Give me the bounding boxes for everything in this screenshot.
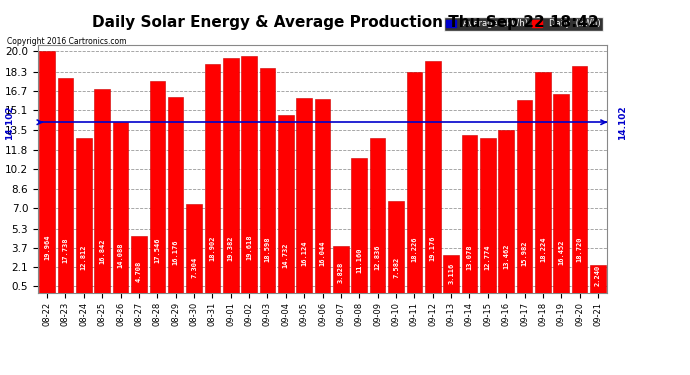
Text: 16.044: 16.044 (319, 240, 326, 266)
Text: 3.828: 3.828 (338, 262, 344, 284)
Bar (131, 236, 147, 292)
Bar (205, 64, 220, 292)
Bar (150, 81, 165, 292)
Text: 18.598: 18.598 (264, 236, 270, 262)
Text: Copyright 2016 Cartronics.com: Copyright 2016 Cartronics.com (7, 38, 126, 46)
Text: 14.102: 14.102 (6, 105, 14, 140)
Bar (462, 135, 477, 292)
Bar (278, 115, 294, 292)
Text: 13.462: 13.462 (503, 244, 509, 269)
Text: 16.124: 16.124 (302, 240, 307, 266)
Bar (443, 255, 459, 292)
Bar (223, 58, 239, 292)
Text: 19.964: 19.964 (44, 234, 50, 260)
Text: 19.176: 19.176 (430, 236, 436, 261)
Bar (186, 204, 202, 292)
Text: 16.452: 16.452 (558, 240, 564, 265)
Bar (572, 66, 587, 292)
Bar (297, 98, 312, 292)
Bar (590, 266, 606, 292)
Bar (517, 99, 533, 292)
Text: 17.738: 17.738 (63, 238, 68, 263)
Text: 13.078: 13.078 (466, 244, 473, 270)
Text: 16.842: 16.842 (99, 239, 105, 264)
Bar (112, 122, 128, 292)
Text: 2.240: 2.240 (595, 264, 601, 286)
Bar (58, 78, 73, 292)
Text: 7.304: 7.304 (191, 257, 197, 278)
Text: 18.720: 18.720 (577, 236, 582, 262)
Bar (241, 56, 257, 292)
Bar (315, 99, 331, 292)
Bar (370, 138, 386, 292)
Bar (553, 94, 569, 292)
Text: 12.836: 12.836 (375, 245, 381, 270)
Text: 19.618: 19.618 (246, 235, 252, 261)
Text: 12.774: 12.774 (485, 245, 491, 270)
Text: 16.176: 16.176 (172, 240, 179, 266)
Text: 12.812: 12.812 (81, 245, 87, 270)
Bar (388, 201, 404, 292)
Text: 18.224: 18.224 (540, 237, 546, 262)
Bar (535, 72, 551, 292)
Text: 15.982: 15.982 (522, 240, 528, 266)
Text: 14.088: 14.088 (117, 243, 124, 268)
Text: 14.732: 14.732 (283, 242, 289, 267)
Text: 11.160: 11.160 (356, 247, 362, 273)
Text: Daily Solar Energy & Average Production Thu Sep 22 18:42: Daily Solar Energy & Average Production … (92, 15, 598, 30)
Text: 7.582: 7.582 (393, 256, 399, 278)
Legend: Average  (kWh), Daily  (kWh): Average (kWh), Daily (kWh) (444, 17, 603, 31)
Bar (425, 61, 440, 292)
Bar (333, 246, 348, 292)
Bar (76, 138, 92, 292)
Text: 18.226: 18.226 (411, 237, 417, 262)
Bar (406, 72, 422, 292)
Text: 17.546: 17.546 (155, 238, 160, 264)
Text: 4.708: 4.708 (136, 261, 142, 282)
Bar (498, 130, 514, 292)
Text: 3.116: 3.116 (448, 263, 454, 284)
Bar (39, 51, 55, 292)
Bar (259, 68, 275, 292)
Bar (95, 89, 110, 292)
Bar (168, 97, 184, 292)
Text: 18.902: 18.902 (209, 236, 215, 261)
Bar (480, 138, 495, 292)
Text: 14.102: 14.102 (618, 105, 627, 140)
Text: 19.382: 19.382 (228, 235, 234, 261)
Bar (351, 158, 367, 292)
